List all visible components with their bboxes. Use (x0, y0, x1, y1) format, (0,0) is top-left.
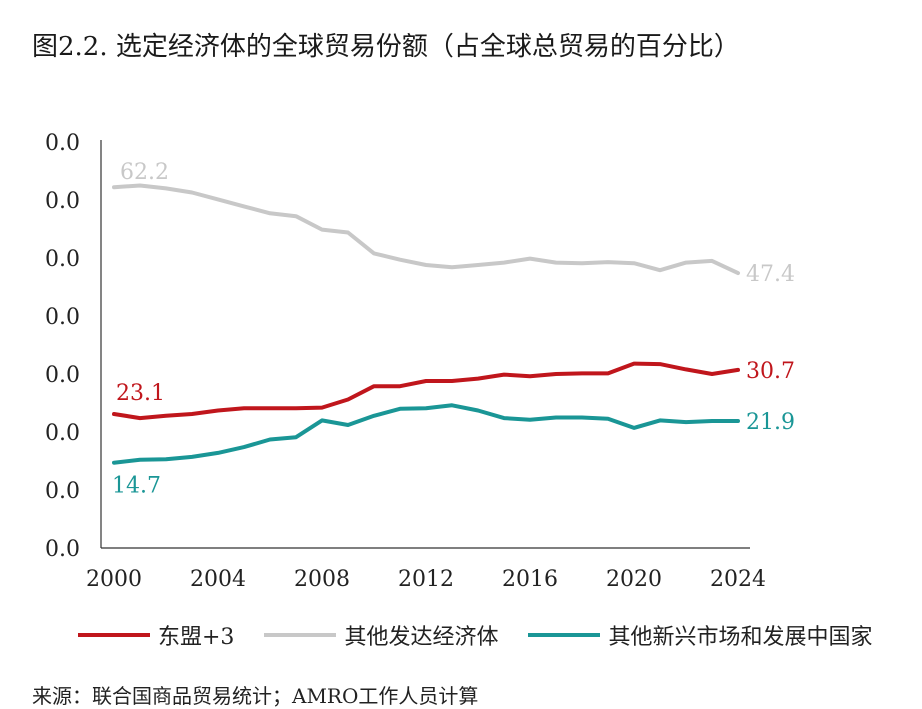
y-tick-label: 0.0 (45, 479, 80, 504)
legend: 东盟+3 其他发达经济体 其他新兴市场和发展中国家 (78, 618, 902, 652)
y-axis: 0.0 0.0 0.0 0.0 0.0 0.0 0.0 0.0 (45, 131, 80, 562)
x-tick-label: 2008 (294, 567, 350, 592)
line-chart: 0.0 0.0 0.0 0.0 0.0 0.0 0.0 0.0 2000 2004 2008 201… (45, 131, 795, 592)
data-labels: 23.1 30.7 62.2 47.4 14.7 21.9 (112, 160, 795, 499)
legend-label: 东盟+3 (158, 625, 235, 650)
series-group (112, 183, 740, 465)
x-tick-label: 2016 (502, 567, 558, 592)
series-end-label: 30.7 (746, 359, 795, 384)
series-start-label: 23.1 (116, 381, 165, 406)
series-line (112, 183, 740, 276)
series-start-label: 62.2 (120, 160, 169, 185)
series-start-label: 14.7 (112, 474, 161, 499)
legend-swatch (264, 633, 337, 637)
chart-title: 图2.2. 选定经济体的全球贸易份额（占全球总贸易的百分比） (32, 32, 740, 62)
y-tick-label: 0.0 (45, 537, 80, 562)
legend-item: 其他发达经济体 (264, 619, 498, 651)
legend-label: 其他发达经济体 (344, 625, 499, 650)
x-tick-label: 2020 (606, 567, 662, 592)
series-end-label: 47.4 (746, 262, 795, 287)
series-line (112, 361, 740, 421)
source-note: 来源：联合国商品贸易统计；AMRO工作人员计算 (32, 684, 479, 708)
legend-swatch (78, 633, 150, 637)
x-tick-label: 2000 (86, 567, 142, 592)
y-tick-label: 0.0 (45, 421, 80, 446)
legend-item: 其他新兴市场和发展中国家 (528, 619, 872, 651)
legend-label: 其他新兴市场和发展中国家 (608, 625, 873, 650)
y-tick-label: 0.0 (45, 305, 80, 330)
series-line (112, 403, 740, 465)
y-tick-label: 0.0 (45, 131, 80, 156)
legend-swatch (528, 633, 601, 637)
y-tick-label: 0.0 (45, 189, 80, 214)
x-tick-label: 2012 (398, 567, 454, 592)
x-tick-label: 2024 (710, 567, 766, 592)
x-tick-label: 2004 (190, 567, 246, 592)
x-axis: 2000 2004 2008 2012 2016 2020 2024 (86, 567, 766, 592)
legend-item: 东盟+3 (78, 619, 234, 651)
y-tick-label: 0.0 (45, 363, 80, 388)
series-end-label: 21.9 (746, 410, 795, 435)
y-tick-label: 0.0 (45, 247, 80, 272)
